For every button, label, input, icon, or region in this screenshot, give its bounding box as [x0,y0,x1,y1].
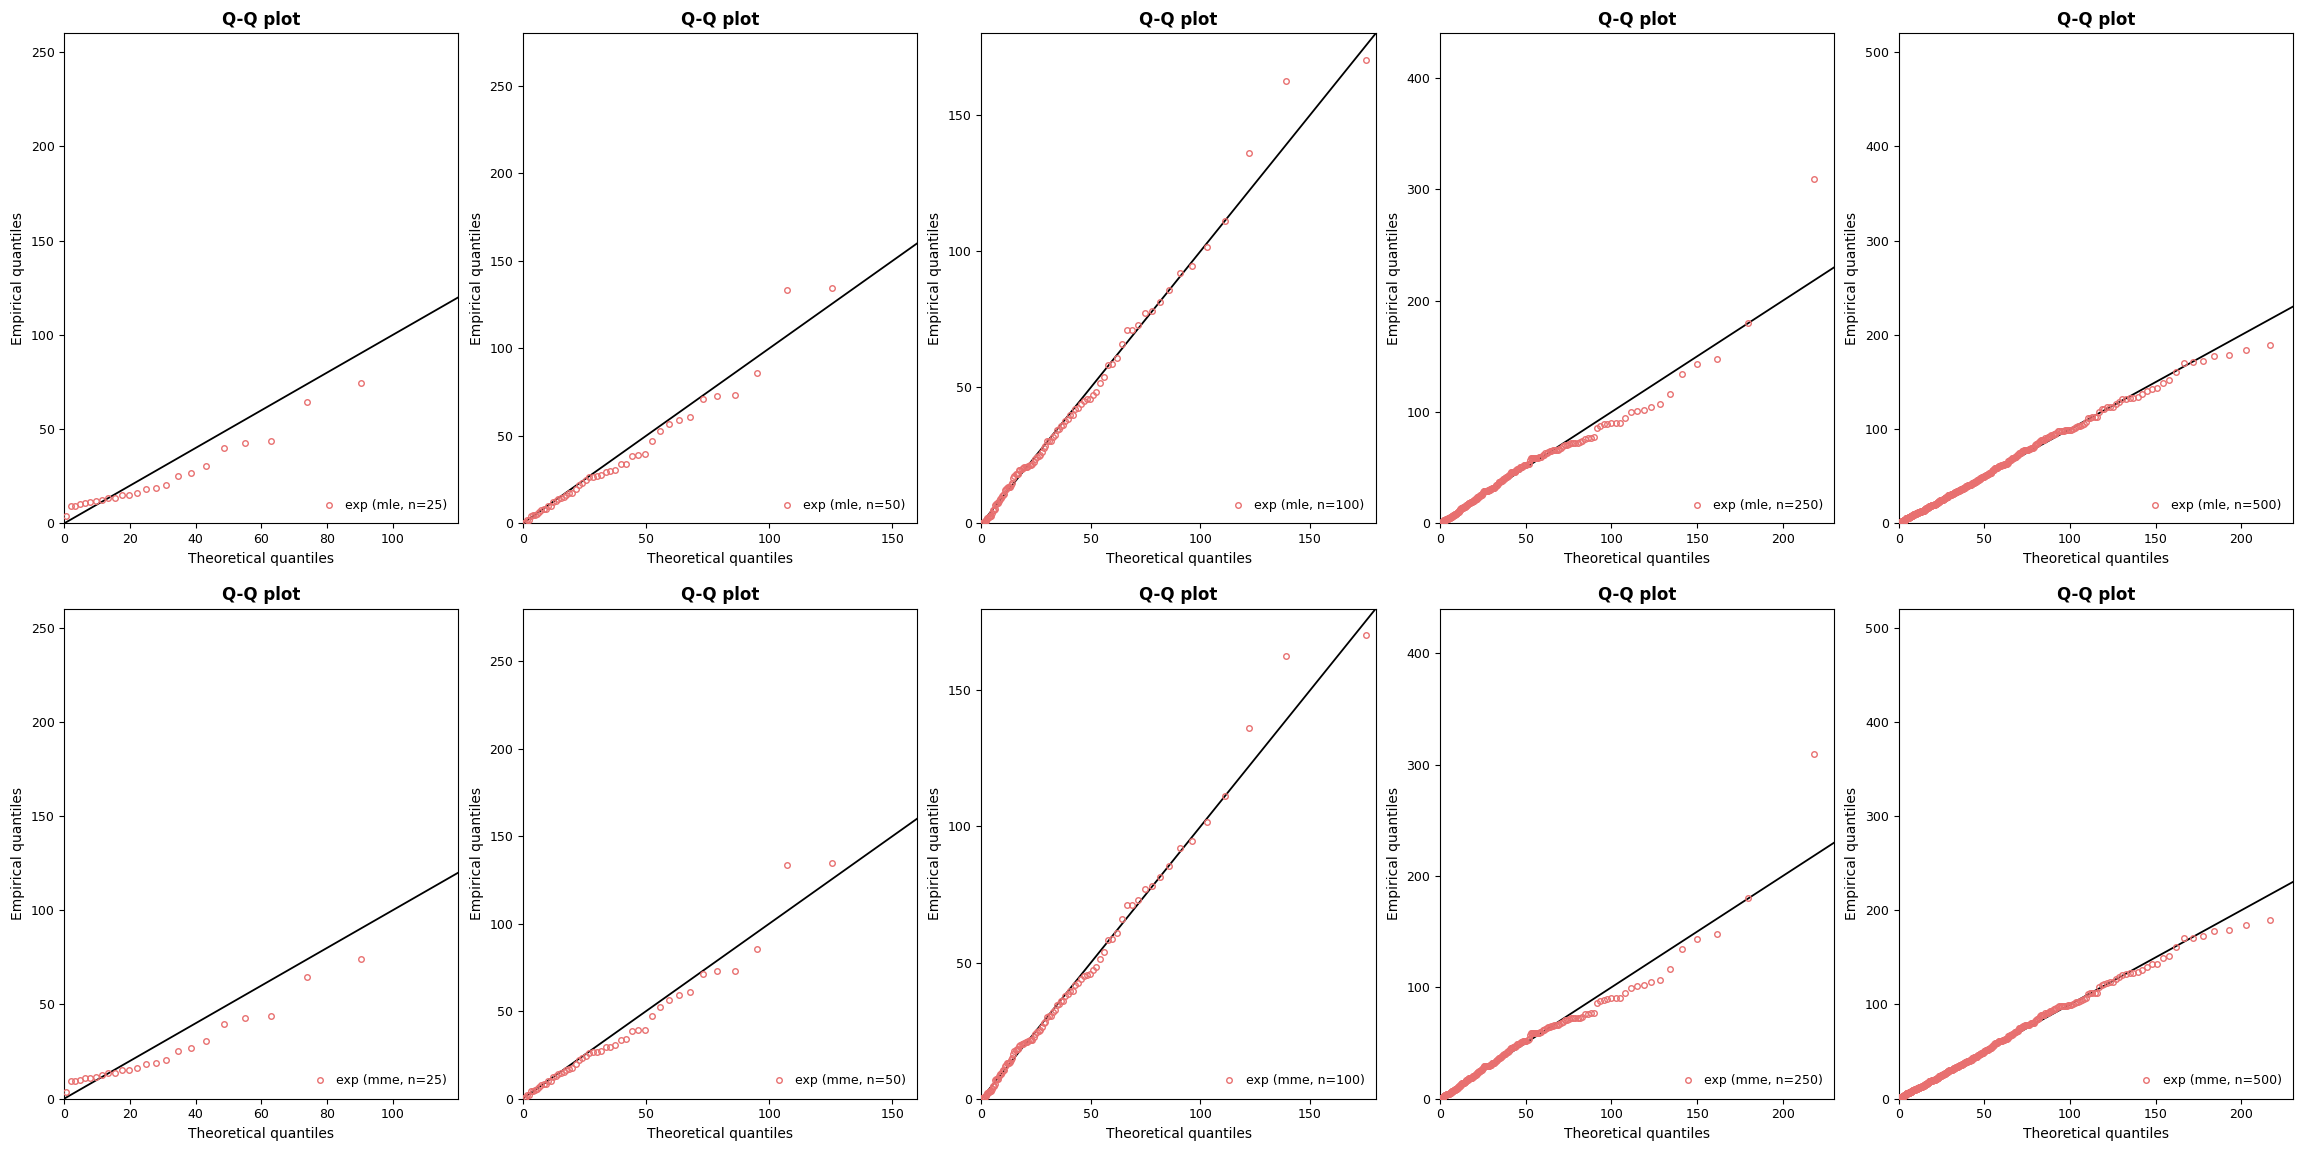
X-axis label: Theoretical quantiles: Theoretical quantiles [647,552,793,566]
X-axis label: Theoretical quantiles: Theoretical quantiles [1564,552,1710,566]
X-axis label: Theoretical quantiles: Theoretical quantiles [1564,1127,1710,1140]
Title: Q-Q plot: Q-Q plot [221,586,300,605]
Title: Q-Q plot: Q-Q plot [2057,586,2136,605]
Legend: exp (mle, n=250): exp (mle, n=250) [1680,494,1827,517]
Title: Q-Q plot: Q-Q plot [2057,12,2136,29]
X-axis label: Theoretical quantiles: Theoretical quantiles [2023,552,2168,566]
X-axis label: Theoretical quantiles: Theoretical quantiles [189,552,334,566]
Legend: exp (mle, n=500): exp (mle, n=500) [2138,494,2286,517]
Title: Q-Q plot: Q-Q plot [1140,586,1219,605]
Y-axis label: Empirical quantiles: Empirical quantiles [929,787,942,920]
Legend: exp (mme, n=500): exp (mme, n=500) [2129,1069,2286,1092]
Title: Q-Q plot: Q-Q plot [680,12,758,29]
Y-axis label: Empirical quantiles: Empirical quantiles [1846,787,1859,920]
X-axis label: Theoretical quantiles: Theoretical quantiles [189,1127,334,1140]
Title: Q-Q plot: Q-Q plot [1140,12,1219,29]
Y-axis label: Empirical quantiles: Empirical quantiles [12,212,25,344]
Y-axis label: Empirical quantiles: Empirical quantiles [12,787,25,920]
X-axis label: Theoretical quantiles: Theoretical quantiles [647,1127,793,1140]
Y-axis label: Empirical quantiles: Empirical quantiles [929,212,942,344]
X-axis label: Theoretical quantiles: Theoretical quantiles [2023,1127,2168,1140]
Title: Q-Q plot: Q-Q plot [221,12,300,29]
Legend: exp (mme, n=50): exp (mme, n=50) [760,1069,910,1092]
Title: Q-Q plot: Q-Q plot [680,586,758,605]
Y-axis label: Empirical quantiles: Empirical quantiles [1846,212,1859,344]
X-axis label: Theoretical quantiles: Theoretical quantiles [1106,1127,1251,1140]
Legend: exp (mme, n=25): exp (mme, n=25) [302,1069,452,1092]
Title: Q-Q plot: Q-Q plot [1599,12,1677,29]
Legend: exp (mle, n=25): exp (mle, n=25) [311,494,452,517]
Legend: exp (mle, n=50): exp (mle, n=50) [770,494,910,517]
Legend: exp (mle, n=100): exp (mle, n=100) [1221,494,1369,517]
Title: Q-Q plot: Q-Q plot [1599,586,1677,605]
X-axis label: Theoretical quantiles: Theoretical quantiles [1106,552,1251,566]
Y-axis label: Empirical quantiles: Empirical quantiles [470,212,484,344]
Y-axis label: Empirical quantiles: Empirical quantiles [470,787,484,920]
Y-axis label: Empirical quantiles: Empirical quantiles [1387,787,1401,920]
Y-axis label: Empirical quantiles: Empirical quantiles [1387,212,1401,344]
Legend: exp (mme, n=100): exp (mme, n=100) [1212,1069,1369,1092]
Legend: exp (mme, n=250): exp (mme, n=250) [1670,1069,1827,1092]
